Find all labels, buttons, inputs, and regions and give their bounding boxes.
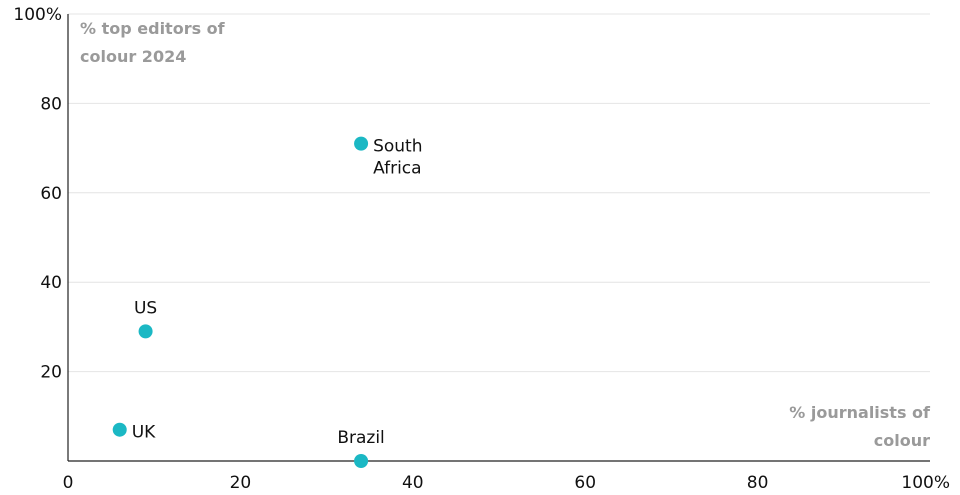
data-point-uk <box>112 422 127 437</box>
x-tick-label-40: 40 <box>402 473 424 493</box>
y-axis-title-line-2: colour 2024 <box>80 47 186 66</box>
data-point-brazil <box>354 454 369 468</box>
x-axis-title-line-2: colour <box>874 431 930 450</box>
y-tick-label-20: 20 <box>40 363 62 383</box>
y-tick-label-100: 100% <box>13 5 62 25</box>
y-tick-label-60: 60 <box>40 184 62 204</box>
x-tick-label-80: 80 <box>747 473 769 493</box>
axes <box>67 14 930 462</box>
x-tick-label-60: 60 <box>574 473 596 493</box>
point-label-uk: UK <box>132 423 156 443</box>
x-tick-label-0: 0 <box>63 473 74 493</box>
x-tick-label-100: 100% <box>901 473 950 493</box>
y-tick-label-80: 80 <box>40 94 62 114</box>
grid-lines <box>68 13 930 373</box>
point-label-south-africa: Africa <box>373 159 422 179</box>
y-tick-label-40: 40 <box>40 273 62 293</box>
point-label-us: US <box>134 298 157 318</box>
data-point-south-africa <box>354 136 369 151</box>
x-axis-title-line-1: % journalists of <box>789 403 931 422</box>
data-point-us <box>138 324 153 339</box>
point-label-south-africa: South <box>373 137 422 157</box>
tick-labels: 20 40 60 80 100% 0 20 40 60 80 100% <box>13 5 950 493</box>
y-axis-title-line-1: % top editors of <box>80 19 226 38</box>
x-tick-label-20: 20 <box>230 473 252 493</box>
point-label-brazil: Brazil <box>337 428 384 448</box>
